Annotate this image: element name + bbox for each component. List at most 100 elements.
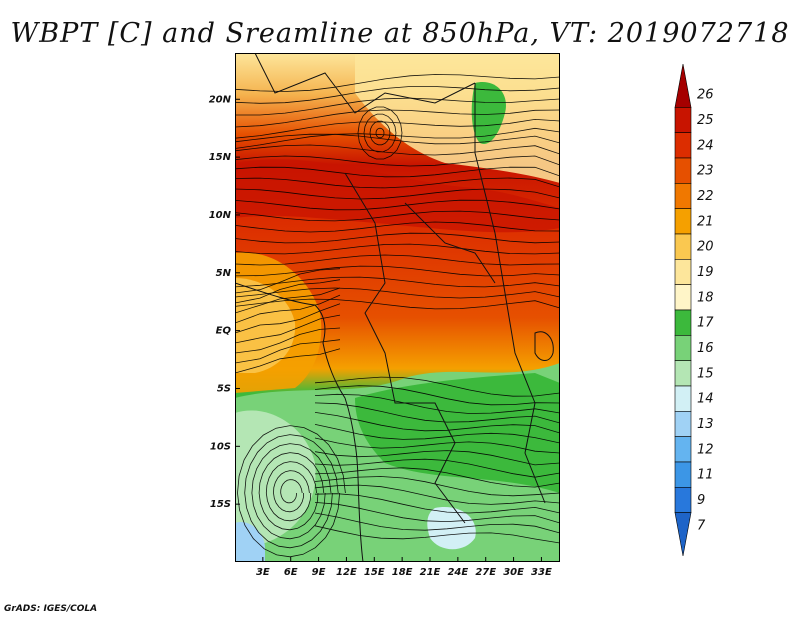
lon-tick-label: 30E (503, 567, 524, 578)
wbpt-zone-southwest-pale (235, 410, 316, 548)
lon-tick-label: 33E (531, 567, 552, 578)
streamline (235, 279, 341, 304)
streamline (369, 120, 391, 146)
streamline (235, 265, 560, 277)
streamline (235, 348, 341, 374)
streamline (314, 493, 560, 514)
colorbar-label: 22 (697, 189, 714, 204)
wbpt-zone-core-red (235, 159, 560, 233)
streamline (235, 74, 560, 92)
streamline (235, 144, 560, 156)
streamline (235, 276, 560, 288)
streamline (375, 127, 385, 139)
colorbar-swatch (674, 360, 692, 387)
streamline (235, 232, 560, 244)
streamline (235, 86, 560, 104)
colorbar-swatch (674, 259, 692, 285)
streamline (314, 450, 560, 466)
lon-tick-label: 15E (364, 567, 385, 578)
colorbar-swatch (674, 208, 692, 235)
streamline (235, 221, 560, 233)
streamline (280, 479, 303, 504)
lon-tick-label: 9E (312, 567, 326, 578)
colorbar-swatch (674, 157, 692, 184)
colorbar-swatch (674, 233, 692, 260)
colorbar-swatch (674, 183, 692, 209)
colorbar-label: 19 (697, 265, 714, 280)
border-north (254, 53, 476, 114)
colorbar-label: 12 (697, 442, 714, 457)
coastline-west-africa (235, 282, 364, 562)
colorbar-label: 25 (697, 113, 714, 128)
wbpt-zone-north-pale (355, 53, 560, 183)
colorbar-label: 16 (697, 341, 714, 356)
streamline (314, 424, 560, 444)
colorbar-label: 18 (697, 290, 714, 305)
lat-tick-label: EQ (216, 326, 232, 337)
colorbar-label: 13 (697, 417, 714, 432)
colorbar-label: 7 (697, 518, 706, 533)
colorbar-swatch (674, 436, 692, 463)
streamline (237, 425, 346, 558)
streamline (235, 155, 560, 167)
streamline (235, 133, 560, 145)
lat-tick-label: 5N (216, 268, 232, 279)
lon-tick-label: 18E (392, 567, 413, 578)
colorbar-label: 24 (697, 138, 714, 153)
streamline (314, 458, 560, 478)
chart-title: WBPT [C] and Sreamline at 850hPa, VT: 20… (10, 18, 790, 49)
colorbar-label: 21 (697, 214, 714, 229)
streamline (235, 243, 560, 255)
streamline (314, 484, 560, 505)
streamline (314, 502, 560, 524)
streamline (235, 199, 560, 211)
lat-tick-label: 20N (209, 94, 232, 105)
wbpt-zone-atlantic-pale (235, 278, 296, 373)
lon-tick-label: 24E (447, 567, 468, 578)
colorbar-label: 20 (697, 240, 714, 255)
colorbar-swatch (674, 512, 692, 557)
streamline (235, 127, 560, 149)
streamline (314, 402, 560, 424)
lon-tick-label: 3E (256, 567, 270, 578)
border-central (344, 172, 466, 524)
streamline (235, 254, 560, 266)
streamline (235, 303, 341, 334)
streamline (314, 525, 560, 544)
colorbar-label: 9 (697, 493, 705, 508)
colorbar-swatch (674, 461, 692, 488)
streamline (235, 97, 560, 116)
streamline (314, 376, 560, 397)
streamline (235, 109, 560, 128)
colorbar-label: 26 (697, 88, 714, 103)
colorbar-swatch (674, 284, 692, 311)
colorbar: 26 25 24 23 22 21 20 19 18 17 16 15 14 13 12 11 9 7 (674, 63, 714, 557)
colorbar-label: 17 (697, 316, 714, 331)
streamline (235, 177, 560, 189)
streamline (235, 287, 341, 314)
streamline (235, 327, 341, 354)
colorbar-swatch (674, 132, 692, 159)
lat-tick-label: 10S (210, 441, 231, 452)
streamline (314, 385, 560, 406)
lon-tick-label: 21E (420, 567, 441, 578)
border-nile (404, 202, 496, 284)
wbpt-zone-northeast-green (471, 82, 506, 144)
colorbar-label: 14 (697, 392, 714, 407)
colorbar-swatch (674, 487, 692, 513)
lon-tick-label: 6E (284, 567, 298, 578)
lat-tick-label: 15N (209, 152, 232, 163)
streamline (258, 452, 325, 531)
colorbar-swatch (674, 411, 692, 437)
streamline (314, 467, 560, 488)
colorbar-swatch (674, 385, 692, 412)
lat-tick-label: 10N (209, 210, 232, 221)
streamline (314, 393, 560, 414)
lat-tick-label: 15S (210, 499, 231, 510)
streamline (235, 210, 560, 222)
lat-tick-label: 5S (217, 383, 231, 394)
colorbar-swatch (674, 63, 692, 108)
map-frame (235, 53, 560, 562)
colorbar-swatch (674, 335, 692, 361)
streamline (273, 470, 310, 513)
